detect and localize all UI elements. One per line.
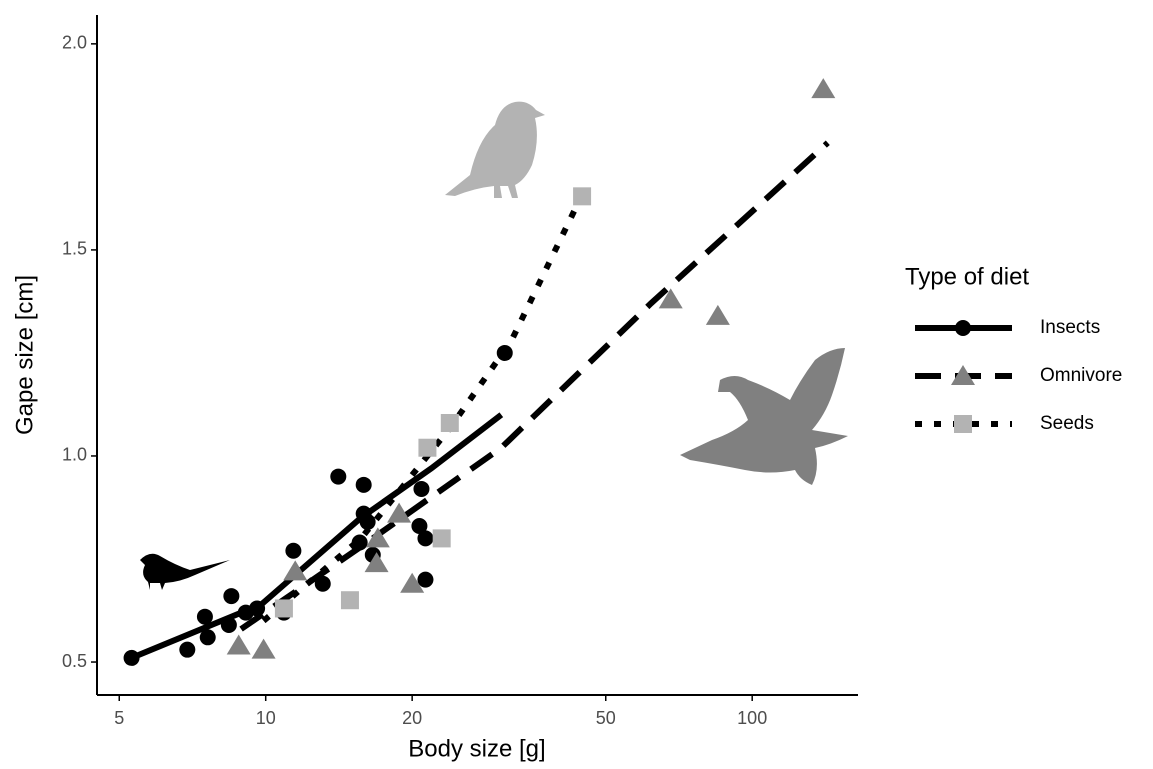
x-tick-label: 10 xyxy=(256,708,276,728)
point xyxy=(573,187,592,206)
legend-label: Seeds xyxy=(1040,413,1094,434)
point xyxy=(179,641,196,658)
y-tick-label: 2.0 xyxy=(62,33,87,53)
point xyxy=(340,591,359,610)
fit-line xyxy=(239,140,830,632)
point xyxy=(123,649,140,666)
point xyxy=(285,542,302,559)
point xyxy=(196,608,213,625)
point xyxy=(365,527,390,548)
point xyxy=(283,560,308,581)
point xyxy=(400,572,425,593)
point xyxy=(496,344,513,361)
x-tick-label: 5 xyxy=(114,708,124,728)
y-axis-title: Gape size [cm] xyxy=(11,275,38,435)
point xyxy=(387,502,412,523)
flying-bird-silhouette xyxy=(680,348,848,485)
point xyxy=(355,476,372,493)
wagtail-silhouette xyxy=(140,553,230,590)
x-tick-label: 50 xyxy=(596,708,616,728)
point xyxy=(226,634,251,655)
crow-silhouette xyxy=(445,101,545,198)
point xyxy=(330,468,347,485)
point xyxy=(251,638,276,659)
legend-marker xyxy=(954,415,972,433)
legend-label: Omnivore xyxy=(1040,365,1122,386)
y-tick-label: 1.0 xyxy=(62,445,87,465)
point xyxy=(417,571,434,588)
point xyxy=(705,304,730,325)
point xyxy=(314,575,331,592)
point xyxy=(440,414,459,432)
y-tick-label: 0.5 xyxy=(62,651,87,671)
point xyxy=(811,78,836,99)
x-tick-label: 100 xyxy=(737,708,767,728)
point xyxy=(418,438,437,457)
point xyxy=(249,600,266,617)
point xyxy=(413,480,430,497)
point xyxy=(223,588,240,605)
legend-title: Type of diet xyxy=(905,263,1029,290)
x-axis-title: Body size [g] xyxy=(408,735,545,762)
point xyxy=(364,552,389,573)
legend-label: Insects xyxy=(1040,317,1100,338)
point xyxy=(417,530,434,547)
point xyxy=(351,534,368,551)
legend-marker xyxy=(951,365,975,385)
y-tick-label: 1.5 xyxy=(62,239,87,259)
x-tick-label: 20 xyxy=(402,708,422,728)
point xyxy=(220,616,237,633)
point xyxy=(199,629,216,646)
point xyxy=(359,513,376,530)
point xyxy=(411,518,428,535)
point xyxy=(274,599,293,618)
legend-marker xyxy=(955,320,971,336)
point xyxy=(658,288,683,309)
point xyxy=(432,529,451,548)
